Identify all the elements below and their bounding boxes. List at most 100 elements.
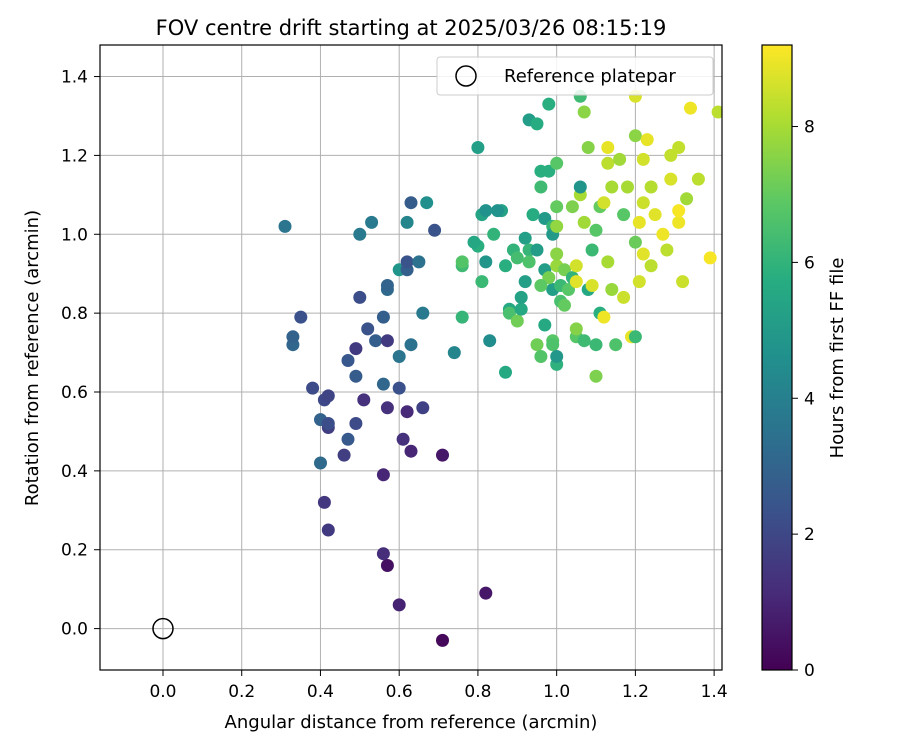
scatter-point [337,448,351,462]
y-tick-label: 0.8 [61,304,88,324]
scatter-point [455,255,469,269]
scatter-point [467,235,481,249]
scatter-point [428,223,442,237]
scatter-point [589,338,603,352]
plot-area: 0.0 0.2 0.4 0.6 0.8 1.0 1.2 1.4 0.0 0.2 0.4 0.6 0.8… [61,44,728,702]
scatter-point [534,279,548,292]
scatter-point [573,180,587,194]
scatter-point [436,633,449,647]
scatter-point [538,318,552,332]
y-axis-label: Rotation from reference (arcmin) [22,210,43,506]
scatter-point [392,598,406,612]
scatter-point [341,354,355,367]
scatter-point [510,251,524,265]
scatter-point [365,215,379,229]
scatter-point [404,196,418,210]
scatter-point [569,275,583,289]
scatter-point [341,432,355,446]
scatter-point [321,523,335,537]
y-tick-label: 1.0 [61,225,88,245]
x-tick-label: 1.4 [701,682,728,702]
scatter-point [479,204,493,218]
scatter-point [321,417,335,430]
scatter-point [412,255,426,269]
scatter-point [306,381,320,395]
scatter-point [605,283,619,296]
scatter-point [483,334,497,348]
scatter-point [644,259,658,273]
scatter-point [628,330,642,344]
colorbar-tick-label: 6 [804,253,815,273]
x-tick-label: 0.6 [386,682,413,702]
scatter-point [376,377,390,391]
scatter-point [601,156,615,170]
scatter-point [530,243,544,257]
scatter-point [376,310,390,324]
scatter-point [613,152,627,166]
scatter-point [349,417,363,430]
plot-background [100,45,722,670]
scatter-point [581,141,595,154]
scatter-point [538,212,552,225]
scatter-point [420,196,434,210]
scatter-point [550,350,564,363]
scatter-point [565,200,579,214]
scatter-point [400,405,414,419]
scatter-point [436,448,449,462]
scatter-point [353,227,367,241]
scatter-point [349,342,363,356]
scatter-point [542,164,556,178]
scatter-point [380,334,394,348]
scatter-point [632,215,646,229]
scatter-point [392,350,406,363]
scatter-point [640,133,654,147]
chart-title: FOV centre drift starting at 2025/03/26 … [156,16,667,40]
x-tick-label: 1.0 [543,682,570,702]
legend: Reference platepar [436,56,714,96]
scatter-point [487,227,501,241]
x-tick-label: 0.8 [464,682,491,702]
x-tick-label: 1.2 [622,682,649,702]
scatter-point [558,298,571,312]
colorbar-label: Hours from first FF file [827,258,848,459]
scatter-point [349,369,363,383]
scatter-point [621,180,634,194]
scatter-point [404,338,418,352]
scatter-points [278,89,722,647]
legend-box [436,56,714,96]
scatter-point [569,322,583,336]
scatter-point [542,271,556,285]
scatter-point [617,290,631,304]
scatter-point [522,255,536,269]
scatter-point [597,310,611,324]
x-tick-label: 0.4 [307,682,334,702]
scatter-point [585,243,599,257]
scatter-point [534,180,548,194]
scatter-point [680,192,694,206]
scatter-point [577,334,591,348]
scatter-point [684,101,697,115]
scatter-point [550,247,564,261]
reference-platepar-marker [152,617,174,640]
scatter-point [447,346,461,360]
scatter-point [400,255,414,269]
scatter-point [416,401,430,415]
scatter-point [294,310,308,324]
colorbar-tick-label: 8 [804,118,815,138]
plot-frame [99,44,723,671]
scatter-point [577,105,591,119]
scatter-point [605,180,619,194]
scatter-point [569,259,583,273]
legend-entry-label: Reference platepar [504,66,676,87]
legend-open-circle-icon [455,65,477,87]
colorbar-ticks: 0 2 4 6 8 [792,118,815,681]
y-tick-label: 0.6 [61,383,88,403]
scatter-point [380,401,394,415]
scatter-point [550,156,564,170]
x-axis-ticks: 0.0 0.2 0.4 0.6 0.8 1.0 1.2 1.4 [149,670,728,702]
scatter-point [628,129,642,143]
scatter-point [510,314,524,328]
scatter-point [672,215,686,229]
scatter-point [636,247,650,261]
scatter-point [502,306,516,320]
